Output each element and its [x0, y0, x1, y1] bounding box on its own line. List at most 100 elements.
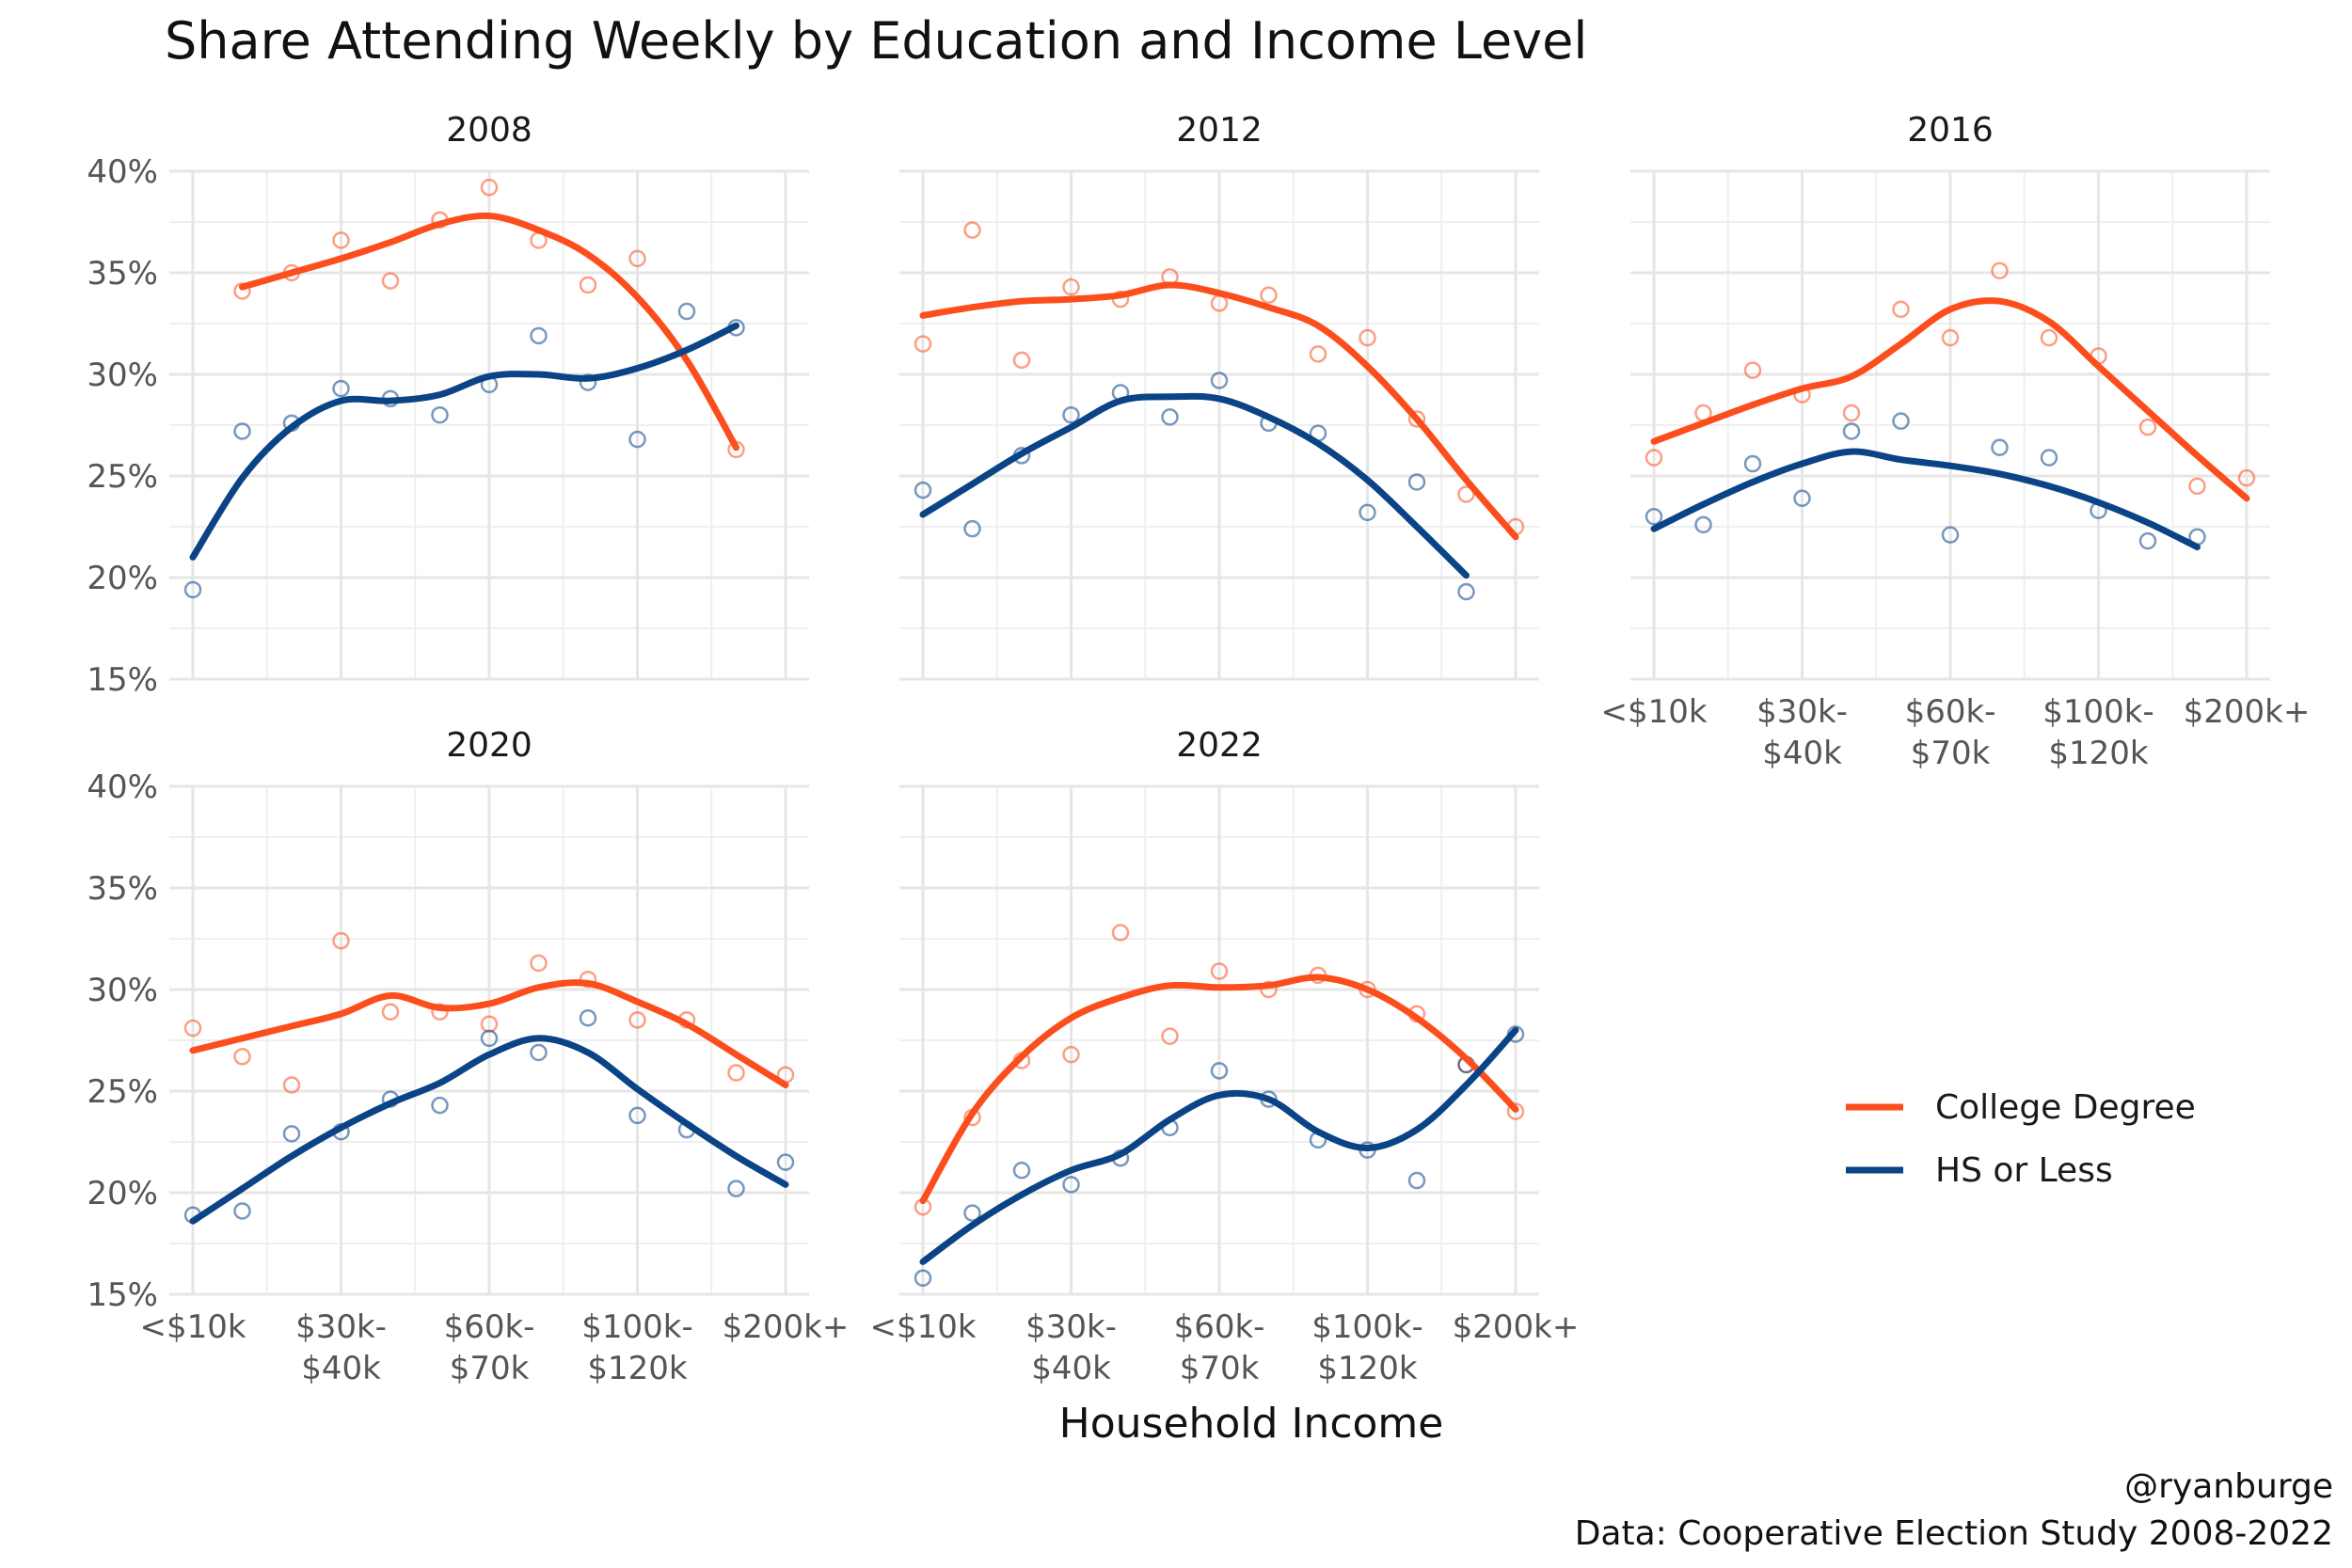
data-point-hs-or-less [1161, 408, 1179, 426]
data-point-college-degree [914, 335, 932, 353]
data-point-hs-or-less [914, 481, 932, 499]
panel-title-2012: 2012 [1176, 111, 1263, 150]
legend-label-hs-or-less: HS or Less [1935, 1151, 2113, 1190]
data-point-hs-or-less [628, 430, 646, 449]
x-axis-title: Household Income [1059, 1400, 1444, 1448]
data-point-college-degree [1260, 286, 1278, 305]
data-point-hs-or-less [183, 580, 202, 599]
trend-line-hs-or-less [919, 1026, 1519, 1265]
trend-line-hs-or-less [189, 1035, 789, 1225]
data-point-college-degree [1012, 351, 1031, 370]
data-point-hs-or-less [1407, 473, 1426, 491]
x-tick-label: $200k+ [2184, 693, 2311, 731]
x-tick-label: <$10k [1600, 693, 1707, 731]
x-tick-label: $70k [1180, 1350, 1260, 1387]
data-point-college-degree [233, 282, 251, 300]
data-point-hs-or-less [233, 1202, 251, 1220]
data-point-college-degree [1210, 962, 1229, 980]
data-point-hs-or-less [282, 1125, 301, 1143]
trend-line-college-degree [919, 974, 1519, 1205]
data-point-college-degree [480, 179, 499, 197]
data-point-college-degree [1991, 261, 2009, 280]
data-point-college-degree [1062, 1045, 1080, 1064]
x-tick-label: $120k [587, 1350, 688, 1387]
data-point-college-degree [1645, 449, 1663, 467]
data-point-college-degree [727, 1064, 745, 1082]
data-point-hs-or-less [677, 302, 696, 321]
x-tick-label: $30k- [295, 1308, 387, 1346]
x-tick-label: $30k- [1756, 693, 1848, 731]
x-tick-label: $60k- [1905, 693, 1996, 731]
data-point-hs-or-less [1941, 526, 1960, 544]
chart-title: Share Attending Weekly by Education and … [165, 11, 1587, 71]
data-point-hs-or-less [1842, 422, 1861, 440]
data-point-hs-or-less [628, 1106, 646, 1125]
legend: College Degree HS or Less [1846, 1088, 2196, 1190]
data-point-college-degree [332, 231, 350, 249]
data-point-college-degree [963, 221, 981, 239]
data-point-hs-or-less [1062, 405, 1080, 424]
data-point-hs-or-less [480, 1029, 499, 1048]
y-tick-label: 20% [87, 560, 158, 597]
data-point-college-degree [1260, 980, 1278, 999]
panel-title-2008: 2008 [446, 111, 532, 150]
data-point-hs-or-less [1892, 412, 1910, 430]
x-tick-label: $100k- [2042, 693, 2154, 731]
data-point-hs-or-less [579, 1008, 597, 1027]
data-point-hs-or-less [2040, 449, 2058, 467]
y-tick-label: 15% [87, 1276, 158, 1314]
data-point-college-degree [579, 970, 597, 989]
trend-line-college-degree [919, 281, 1519, 541]
data-point-hs-or-less [1359, 503, 1376, 522]
data-point-college-degree [628, 249, 646, 268]
x-tick-label: $100k- [581, 1308, 693, 1346]
panel-2022: 2022 <$10k $30k- $40k $60k- $70k $100k- $120k $2… [869, 726, 1579, 1387]
data-point-hs-or-less [1012, 1161, 1031, 1180]
data-point-college-degree [2040, 328, 2058, 347]
data-point-hs-or-less [530, 326, 548, 345]
x-tick-label: $60k- [444, 1308, 535, 1346]
x-tick-label: $200k+ [723, 1308, 850, 1346]
data-point-hs-or-less [233, 422, 251, 440]
data-point-college-degree [1506, 1102, 1525, 1120]
data-point-college-degree [579, 276, 597, 294]
x-tick-label: <$10k [139, 1308, 246, 1346]
data-point-hs-or-less [727, 1180, 745, 1197]
x-tick-label: $70k [450, 1350, 530, 1387]
trend-line-college-degree [1650, 297, 2250, 502]
data-point-college-degree [282, 1076, 301, 1094]
trend-line-hs-or-less [189, 322, 739, 561]
data-point-college-degree [628, 1011, 646, 1029]
data-point-hs-or-less [431, 405, 449, 424]
data-point-college-degree [1111, 924, 1130, 942]
x-tick-label: $40k [301, 1350, 381, 1387]
data-point-college-degree [2138, 418, 2157, 436]
x-tick-label: <$10k [869, 1308, 976, 1346]
data-point-college-degree [183, 1019, 202, 1037]
x-tick-label: $40k [1031, 1350, 1111, 1387]
data-point-hs-or-less [1694, 515, 1712, 534]
x-tick-label: $30k- [1025, 1308, 1117, 1346]
data-point-hs-or-less [579, 373, 597, 391]
trend-line-hs-or-less [919, 392, 1470, 579]
y-tick-label: 30% [87, 356, 158, 394]
data-point-college-degree [1407, 410, 1426, 428]
y-tick-label: 40% [87, 153, 158, 191]
panel-2016: 2016 <$10k $30k- $40k $60k- $70k $100k- $120k $2… [1600, 111, 2310, 772]
data-point-college-degree [1842, 404, 1861, 422]
panel-title-2022: 2022 [1176, 726, 1263, 765]
trend-line-college-degree [239, 212, 739, 451]
data-point-college-degree [381, 1003, 400, 1022]
data-point-hs-or-less [1457, 582, 1475, 601]
data-point-college-degree [1457, 485, 1475, 503]
trend-line-college-degree [189, 979, 789, 1088]
x-tick-label: $200k+ [1453, 1308, 1580, 1346]
data-point-college-degree [2188, 477, 2206, 496]
data-point-college-degree [233, 1048, 251, 1066]
data-point-college-degree [1941, 328, 1960, 347]
data-point-college-degree [1062, 277, 1080, 296]
data-point-college-degree [1309, 345, 1327, 363]
data-point-college-degree [381, 272, 400, 290]
data-point-college-degree [2237, 468, 2256, 487]
